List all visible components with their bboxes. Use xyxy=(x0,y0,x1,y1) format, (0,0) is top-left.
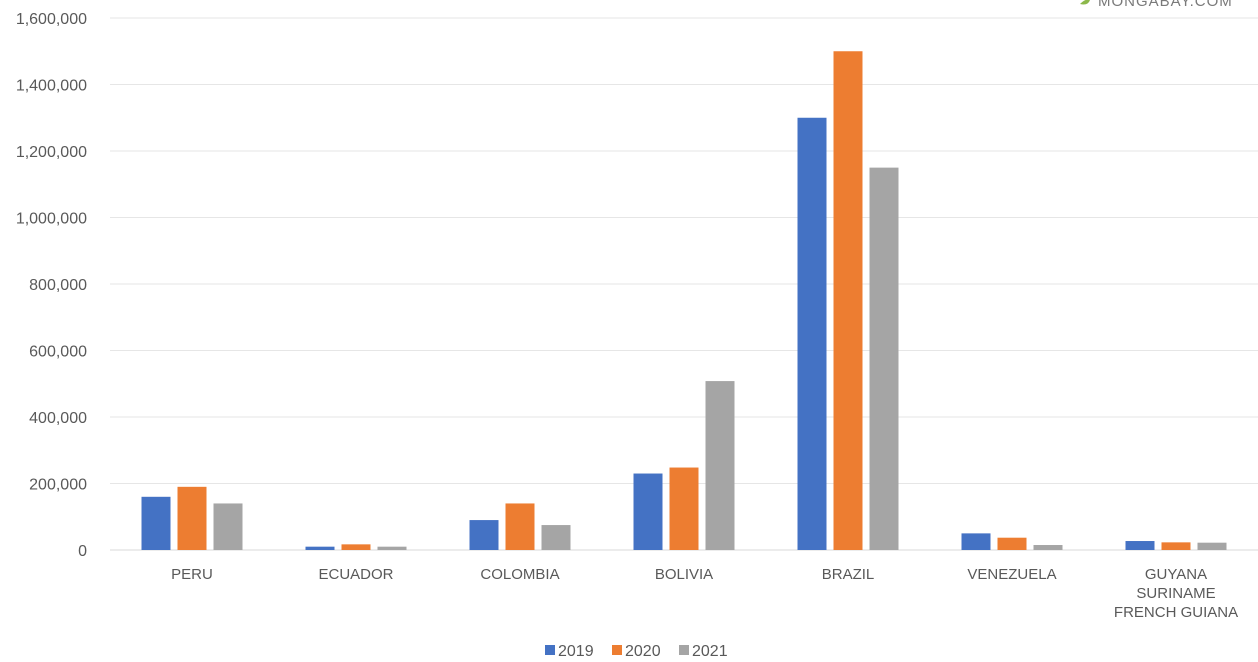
watermark-text: MONGABAY.COM xyxy=(1098,0,1233,10)
bar-2021-1 xyxy=(377,546,407,550)
legend-swatch-2020 xyxy=(612,645,622,655)
y-tick-label: 0 xyxy=(78,543,87,560)
bar-2020-1 xyxy=(341,544,371,550)
legend-label: 2021 xyxy=(692,643,728,660)
x-category-label: ECUADOR xyxy=(318,566,393,583)
bar-2021-4 xyxy=(869,167,899,550)
bar-2020-0 xyxy=(177,486,207,550)
legend-label: 2019 xyxy=(558,643,594,660)
x-category-label: PERU xyxy=(171,566,213,583)
bars xyxy=(141,51,1227,550)
y-axis-ticks: 0 200,000 400,000 600,000 800,000 1,000,000 1,… xyxy=(16,11,87,560)
x-category-label: COLOMBIA xyxy=(480,566,559,583)
bar-2020-5 xyxy=(997,537,1027,550)
y-tick-label: 1,000,000 xyxy=(16,211,87,228)
bar-2019-5 xyxy=(961,533,991,550)
y-tick-label: 400,000 xyxy=(29,410,87,427)
bar-2020-3 xyxy=(669,467,699,550)
bar-2020-2 xyxy=(505,503,535,550)
y-tick-label: 200,000 xyxy=(29,477,87,494)
watermark: MONGABAY.COM xyxy=(1080,0,1233,10)
y-tick-label: 1,600,000 xyxy=(16,11,87,28)
bar-2019-4 xyxy=(797,117,827,550)
x-category-label: BRAZIL xyxy=(822,566,875,583)
bar-2019-6 xyxy=(1125,541,1155,550)
y-tick-label: 800,000 xyxy=(29,277,87,294)
bar-2020-4 xyxy=(833,51,863,550)
y-tick-label: 1,400,000 xyxy=(16,78,87,95)
bar-2021-5 xyxy=(1033,545,1063,550)
bar-2021-2 xyxy=(541,525,571,550)
bar-2019-0 xyxy=(141,496,171,550)
bar-2021-3 xyxy=(705,381,735,550)
y-tick-label: 600,000 xyxy=(29,344,87,361)
legend-swatch-2021 xyxy=(679,645,689,655)
bar-2019-1 xyxy=(305,546,335,550)
bar-2019-3 xyxy=(633,473,663,550)
bar-2020-6 xyxy=(1161,542,1191,550)
legend-label: 2020 xyxy=(625,643,661,660)
bar-2019-2 xyxy=(469,520,499,550)
legend-swatch-2019 xyxy=(545,645,555,655)
gridlines xyxy=(110,17,1258,551)
x-axis-labels: PERU ECUADOR COLOMBIA BOLIVIA BRAZIL VENEZUEL… xyxy=(171,566,1238,621)
y-tick-label: 1,200,000 xyxy=(16,144,87,161)
leaf-icon xyxy=(1080,0,1090,5)
bar-2021-0 xyxy=(213,503,243,550)
x-category-label: BOLIVIA xyxy=(655,566,713,583)
x-category-label: GUYANA SURINAME FRENCH GUIANA xyxy=(1114,566,1238,621)
x-category-label: VENEZUELA xyxy=(967,566,1056,583)
legend: 2019 2020 2021 xyxy=(545,643,728,660)
bar-2021-6 xyxy=(1197,542,1227,550)
